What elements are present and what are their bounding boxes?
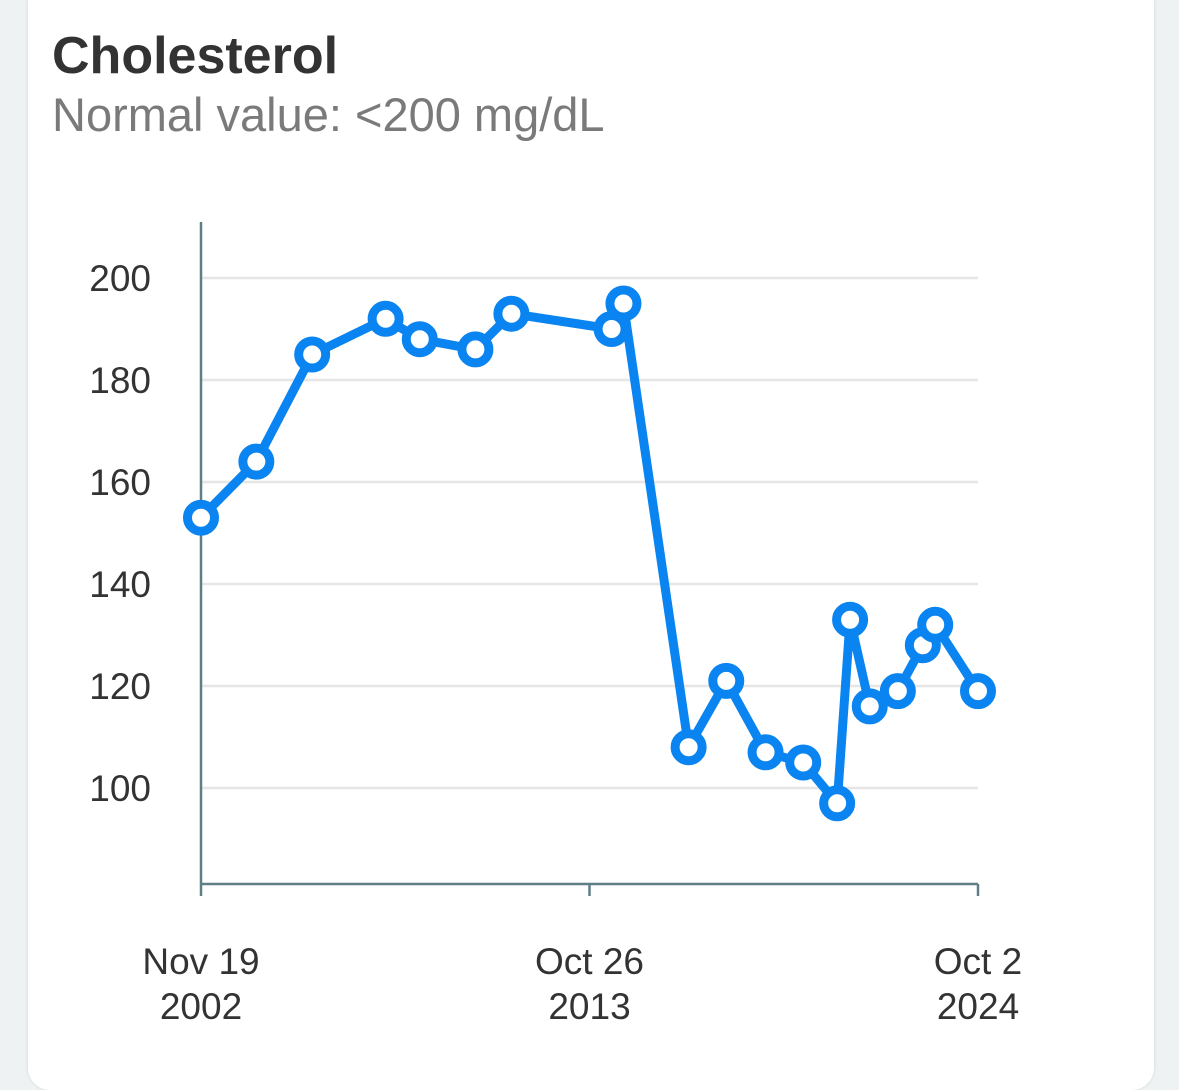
y-tick-label: 200 [89,258,151,299]
data-point [238,443,275,480]
data-point [832,601,869,638]
data-point [605,285,642,322]
chart-subtitle: Normal value: <200 mg/dL [52,88,605,141]
chart-title: Cholesterol [52,27,339,85]
data-point [401,321,438,358]
data-point [493,295,530,332]
data-point [183,499,219,536]
y-tick-label: 100 [89,768,151,809]
data-point [294,336,331,373]
data-point [747,734,784,771]
data-point [785,744,822,781]
data-point [708,662,745,699]
data-point [367,300,404,337]
data-point [670,729,707,766]
data-point [851,688,888,725]
series-line [196,299,983,808]
y-tick-label: 120 [89,666,151,707]
data-point [917,606,954,643]
data-point [960,673,996,710]
y-tick-label: 180 [89,360,151,401]
data-point [457,331,494,368]
x-tick-label: Oct 26 2013 [535,941,644,1027]
line-chart: 100 120 140 160 180 200 Nov 19 2002 Oct 26 2013 Oc… [89,222,1022,1027]
data-point [879,673,916,710]
data-point [819,785,856,822]
y-tick-label: 140 [89,564,151,605]
x-tick-label: Nov 19 2002 [142,941,259,1027]
x-tick-label: Oct 2 2024 [934,941,1022,1027]
y-tick-label: 160 [89,462,151,503]
chart-card [28,0,1154,1090]
